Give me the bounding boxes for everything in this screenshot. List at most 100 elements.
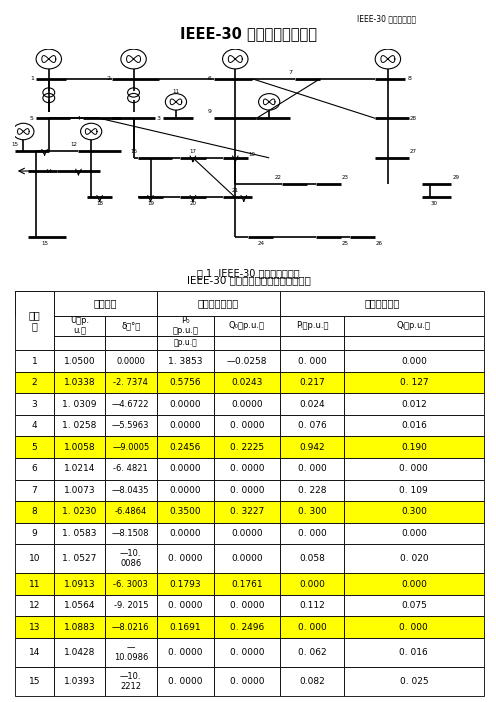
Bar <box>214 544 280 574</box>
Bar <box>54 501 105 522</box>
Bar <box>280 574 344 595</box>
Text: 0. 0000: 0. 0000 <box>230 464 264 473</box>
Text: —8.1508: —8.1508 <box>112 529 150 538</box>
Bar <box>105 595 157 616</box>
Bar <box>105 522 157 544</box>
Text: 母线电压: 母线电压 <box>94 298 117 308</box>
Bar <box>214 372 280 393</box>
Text: 0. 062: 0. 062 <box>298 648 326 657</box>
Text: —10.
0086: —10. 0086 <box>120 549 141 569</box>
Text: —0.0258: —0.0258 <box>227 357 267 366</box>
Text: 1. 0527: 1. 0527 <box>62 555 97 563</box>
Text: 6: 6 <box>208 77 212 81</box>
Bar <box>54 522 105 544</box>
Text: 1.0883: 1.0883 <box>63 623 95 632</box>
Text: 30: 30 <box>431 201 438 206</box>
Text: 8: 8 <box>407 77 411 81</box>
Bar <box>214 458 280 479</box>
Text: 19: 19 <box>147 201 154 206</box>
Text: 0.0000: 0.0000 <box>170 399 201 409</box>
Bar <box>344 667 484 696</box>
Text: 0. 000: 0. 000 <box>399 623 428 632</box>
Text: 1. 0583: 1. 0583 <box>62 529 97 538</box>
Text: 0.0000: 0.0000 <box>231 555 263 563</box>
Bar <box>54 291 157 316</box>
Text: 0.024: 0.024 <box>299 399 325 409</box>
Bar <box>214 479 280 501</box>
Bar <box>344 574 484 595</box>
Text: 11: 11 <box>173 89 180 95</box>
Bar <box>54 437 105 458</box>
Bar <box>214 350 280 372</box>
Text: 0.075: 0.075 <box>401 601 427 610</box>
Text: 0. 0000: 0. 0000 <box>230 677 264 687</box>
Text: 1. 0230: 1. 0230 <box>62 508 97 517</box>
Text: 0. 025: 0. 025 <box>400 677 428 687</box>
Text: 1.0073: 1.0073 <box>63 486 95 495</box>
Text: IEEE-30 节点系统数据资料: IEEE-30 节点系统数据资料 <box>180 26 316 41</box>
Text: （p.u.）: （p.u.） <box>174 338 197 347</box>
Text: 1.0214: 1.0214 <box>64 464 95 473</box>
Text: 0. 0000: 0. 0000 <box>168 601 202 610</box>
Text: 节点负荷功率: 节点负荷功率 <box>364 298 399 308</box>
Text: 0.0000: 0.0000 <box>117 357 145 366</box>
Bar <box>105 415 157 437</box>
Bar <box>105 336 157 350</box>
Text: 27: 27 <box>410 149 417 154</box>
Text: 4: 4 <box>76 116 80 121</box>
Bar <box>105 372 157 393</box>
Bar <box>105 437 157 458</box>
Bar <box>214 437 280 458</box>
Text: 0.0000: 0.0000 <box>170 486 201 495</box>
Text: 0.000: 0.000 <box>401 357 427 366</box>
Bar <box>54 616 105 638</box>
Text: 15: 15 <box>29 677 40 687</box>
Text: 15: 15 <box>11 143 18 147</box>
Text: 0.2456: 0.2456 <box>170 443 201 451</box>
Text: 2: 2 <box>32 378 37 387</box>
Bar <box>344 638 484 667</box>
Bar <box>280 291 484 316</box>
Text: Q₀（p.u.）: Q₀（p.u.） <box>229 321 265 330</box>
Bar <box>54 638 105 667</box>
Text: 1.0058: 1.0058 <box>63 443 95 451</box>
Bar <box>214 501 280 522</box>
Bar <box>280 393 344 415</box>
Bar <box>214 667 280 696</box>
Text: 0.000: 0.000 <box>401 580 427 588</box>
Bar <box>344 350 484 372</box>
Bar <box>15 291 54 350</box>
Text: 0. 109: 0. 109 <box>399 486 428 495</box>
Text: U（p.
u.）: U（p. u.） <box>70 316 89 336</box>
Bar <box>280 372 344 393</box>
Bar <box>344 336 484 350</box>
Text: 0.190: 0.190 <box>401 443 427 451</box>
Text: 0. 020: 0. 020 <box>400 555 428 563</box>
Text: —10.
2212: —10. 2212 <box>120 672 141 691</box>
Text: 24: 24 <box>257 241 264 246</box>
Text: 1. 0309: 1. 0309 <box>62 399 97 409</box>
Bar <box>54 350 105 372</box>
Text: —8.0216: —8.0216 <box>112 623 150 632</box>
Bar <box>157 316 214 336</box>
Bar <box>344 393 484 415</box>
Bar <box>280 522 344 544</box>
Text: 0.0000: 0.0000 <box>170 421 201 430</box>
Text: 1: 1 <box>32 357 37 366</box>
Bar <box>214 415 280 437</box>
Text: 10: 10 <box>29 555 40 563</box>
Bar <box>15 595 54 616</box>
Text: 0.0000: 0.0000 <box>170 529 201 538</box>
Text: 15: 15 <box>41 241 48 246</box>
Bar <box>105 479 157 501</box>
Bar <box>157 372 214 393</box>
Text: -2. 7374: -2. 7374 <box>114 378 148 387</box>
Bar <box>15 574 54 595</box>
Text: 0.5756: 0.5756 <box>170 378 201 387</box>
Text: 0.012: 0.012 <box>401 399 427 409</box>
Bar <box>15 544 54 574</box>
Bar <box>54 316 105 336</box>
Text: -6. 4821: -6. 4821 <box>114 464 148 473</box>
Text: 0.1761: 0.1761 <box>231 580 263 588</box>
Text: 图 1  IEEE-30 节点系统接线图: 图 1 IEEE-30 节点系统接线图 <box>197 268 299 278</box>
